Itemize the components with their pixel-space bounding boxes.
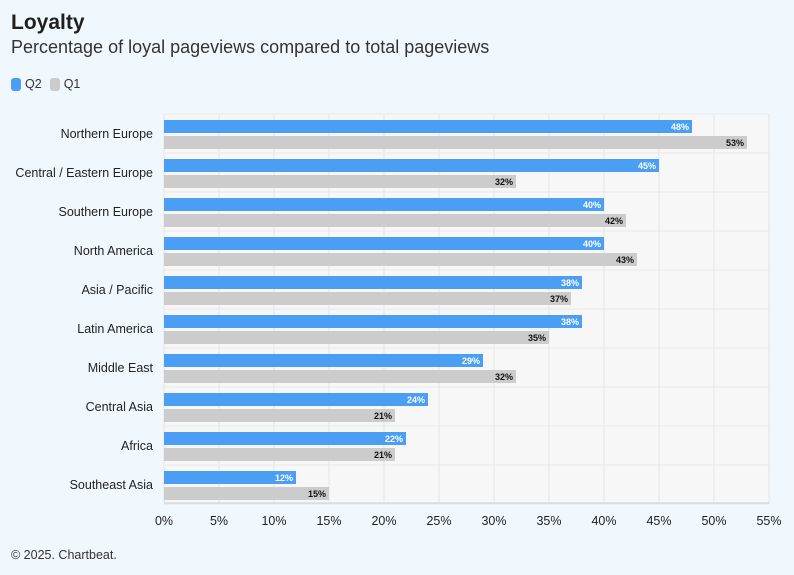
bar-q1	[164, 448, 395, 461]
data-label-q1: 35%	[528, 333, 546, 343]
data-label-q2: 40%	[583, 239, 601, 249]
x-tick-label: 30%	[481, 514, 506, 528]
legend-item-q1[interactable]: Q1	[49, 77, 81, 91]
data-label-q1: 37%	[550, 294, 568, 304]
category-label: Central / Eastern Europe	[15, 166, 153, 180]
x-tick-label: 25%	[426, 514, 451, 528]
bar-q2	[164, 198, 604, 211]
data-label-q2: 45%	[638, 161, 656, 171]
bar-q1	[164, 175, 516, 188]
category-label: Asia / Pacific	[81, 283, 153, 297]
data-label-q2: 22%	[385, 434, 403, 444]
x-tick-label: 10%	[261, 514, 286, 528]
bar-q1	[164, 214, 626, 227]
data-label-q2: 40%	[583, 200, 601, 210]
category-label: Latin America	[77, 322, 153, 336]
data-label-q2: 12%	[275, 473, 293, 483]
data-label-q2: 48%	[671, 122, 689, 132]
x-tick-label: 20%	[371, 514, 396, 528]
legend-label-q1: Q1	[63, 77, 81, 91]
x-tick-label: 55%	[756, 514, 781, 528]
x-tick-label: 0%	[155, 514, 173, 528]
category-label: Middle East	[88, 361, 154, 375]
data-label-q2: 38%	[561, 278, 579, 288]
bar-q1	[164, 253, 637, 266]
category-label: North America	[74, 244, 153, 258]
x-tick-label: 5%	[210, 514, 228, 528]
bar-q2	[164, 159, 659, 172]
bar-q2	[164, 237, 604, 250]
legend-label-q2: Q2	[25, 77, 42, 91]
legend-item-q2[interactable]: Q2	[11, 77, 42, 91]
data-label-q1: 32%	[495, 177, 513, 187]
legend-swatch-q2	[11, 77, 21, 91]
data-label-q1: 42%	[605, 216, 623, 226]
legend: Q2 Q1	[11, 77, 80, 91]
x-tick-label: 35%	[536, 514, 561, 528]
x-tick-label: 40%	[591, 514, 616, 528]
data-label-q1: 43%	[616, 255, 634, 265]
legend-swatch-q1	[49, 77, 60, 91]
bar-q2	[164, 276, 582, 289]
x-tick-label: 45%	[646, 514, 671, 528]
bar-q2	[164, 471, 296, 484]
bar-q1	[164, 487, 329, 500]
bar-q1	[164, 292, 571, 305]
bar-q2	[164, 393, 428, 406]
bar-q2	[164, 120, 692, 133]
data-label-q2: 38%	[561, 317, 579, 327]
category-label: Southern Europe	[58, 205, 153, 219]
chart-title: Loyalty	[11, 11, 85, 34]
bar-q1	[164, 370, 516, 383]
data-label-q1: 21%	[374, 411, 392, 421]
bar-q2	[164, 432, 406, 445]
category-label: Central Asia	[86, 400, 153, 414]
chart-subtitle: Percentage of loyal pageviews compared t…	[11, 37, 490, 57]
data-label-q1: 15%	[308, 489, 326, 499]
category-label: Northern Europe	[61, 127, 153, 141]
bar-q2	[164, 354, 483, 367]
data-label-q2: 29%	[462, 356, 480, 366]
data-label-q1: 32%	[495, 372, 513, 382]
bar-q2	[164, 315, 582, 328]
footer-copyright: © 2025. Chartbeat.	[11, 548, 117, 562]
category-label: Africa	[121, 439, 153, 453]
data-label-q2: 24%	[407, 395, 425, 405]
bar-q1	[164, 136, 747, 149]
data-label-q1: 53%	[726, 138, 744, 148]
bar-q1	[164, 331, 549, 344]
x-tick-label: 50%	[701, 514, 726, 528]
bar-q1	[164, 409, 395, 422]
x-tick-label: 15%	[316, 514, 341, 528]
data-label-q1: 21%	[374, 450, 392, 460]
category-label: Southeast Asia	[70, 478, 153, 492]
